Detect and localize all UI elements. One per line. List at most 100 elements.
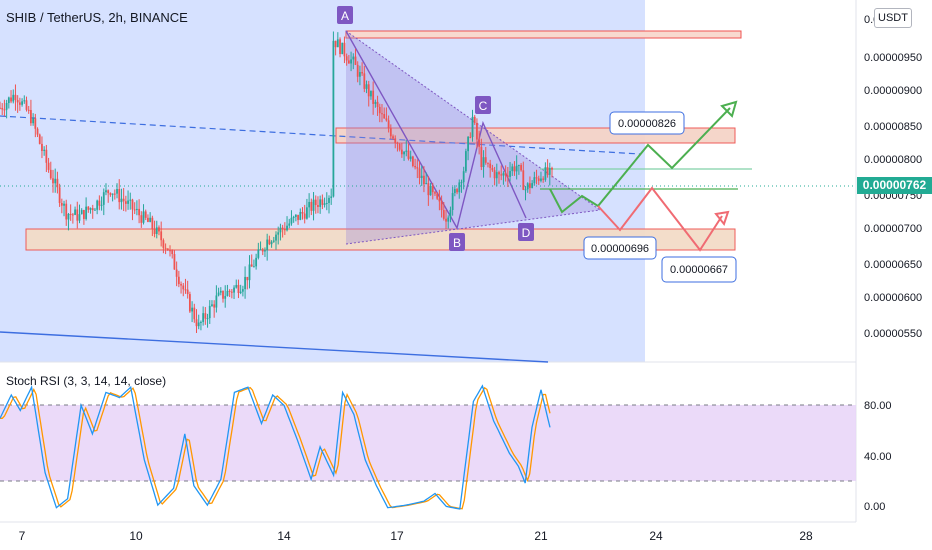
candle-body — [467, 136, 469, 152]
candle-body — [268, 239, 271, 245]
candle-body — [102, 192, 105, 205]
candle-body — [41, 143, 43, 151]
candle-body — [456, 189, 458, 193]
candle-body — [105, 190, 107, 193]
candle-body — [336, 39, 339, 48]
candle-body — [266, 239, 269, 251]
candle-body — [147, 217, 149, 222]
candle-body — [506, 175, 509, 177]
time-tick: 21 — [534, 529, 548, 543]
price-callout-667: 0.00000667 — [661, 256, 737, 283]
candle-body — [551, 167, 553, 170]
candle-body — [7, 97, 10, 104]
candle-body — [76, 209, 79, 221]
candle-body — [487, 162, 489, 164]
candle-body — [34, 118, 37, 129]
candle-body — [272, 240, 275, 242]
candle-body — [71, 214, 74, 216]
candle-body — [502, 173, 505, 176]
currency-unit-button[interactable]: USDT — [874, 8, 912, 28]
candle-body — [89, 208, 92, 210]
candle-body — [98, 200, 101, 206]
candle-body — [436, 193, 439, 199]
candle-body — [60, 202, 63, 206]
candle-body — [127, 200, 129, 204]
candle-body — [248, 264, 251, 281]
candle-body — [96, 200, 99, 210]
candle-body — [200, 321, 202, 323]
candle-body — [222, 290, 224, 299]
candle-body — [365, 84, 368, 89]
candle-body — [32, 118, 35, 124]
candle-body — [124, 201, 127, 204]
candle-body — [208, 305, 211, 319]
candle-body — [394, 138, 397, 143]
candle-body — [56, 178, 59, 188]
candle-body — [246, 276, 249, 281]
candle-body — [511, 166, 514, 172]
candle-body — [58, 187, 61, 203]
stoch-rsi-title: Stoch RSI (3, 3, 14, 14, close) — [6, 374, 167, 388]
candle-body — [299, 211, 302, 220]
time-tick: 10 — [129, 529, 143, 543]
candle-body — [135, 208, 138, 210]
candle-body — [162, 240, 165, 248]
candle-body — [177, 276, 180, 285]
candle-body — [500, 174, 503, 176]
candle-body — [385, 118, 388, 121]
candle-body — [398, 143, 401, 150]
candle-body — [12, 94, 15, 102]
chart-title: SHIB / TetherUS, 2h, BINANCE — [6, 10, 188, 25]
time-tick: 7 — [19, 529, 26, 543]
candle-body — [261, 249, 264, 252]
candle-body — [427, 183, 430, 196]
point-a-badge: A — [337, 6, 353, 24]
point-b-badge: B — [449, 233, 465, 251]
candle-body — [186, 289, 189, 295]
candle-body — [202, 313, 205, 322]
stoch-rsi-band — [0, 405, 856, 481]
candle-body — [52, 178, 54, 184]
candle-body — [116, 189, 118, 194]
time-tick: 14 — [277, 529, 291, 543]
candle-body — [476, 122, 478, 140]
candle-body — [447, 217, 450, 222]
candle-body — [423, 175, 425, 185]
candle-body — [244, 276, 246, 290]
candle-body — [460, 182, 463, 184]
candle-body — [18, 102, 21, 105]
candle-body — [21, 101, 23, 105]
price-callout-826: 0.00000826 — [609, 111, 685, 135]
candle-body — [370, 90, 372, 97]
candle-body — [339, 39, 341, 55]
candle-body — [80, 210, 83, 215]
candle-body — [376, 101, 379, 107]
candle-body — [429, 185, 432, 196]
candle-body — [491, 168, 494, 171]
candle-body — [250, 264, 253, 267]
candle-body — [38, 134, 41, 144]
candle-body — [279, 227, 282, 233]
candle-body — [288, 223, 291, 226]
candle-body — [542, 178, 545, 180]
candle-body — [175, 269, 178, 277]
support-zone — [25, 228, 736, 251]
candle-body — [78, 214, 81, 221]
price-tick: 0.00000950 — [864, 52, 922, 64]
candle-body — [332, 40, 335, 197]
candle-body — [515, 165, 518, 172]
point-d-badge: D — [518, 223, 534, 241]
candle-body — [462, 171, 465, 183]
price-tick: 0.00000800 — [864, 154, 922, 166]
candle-body — [1, 107, 4, 110]
candle-body — [325, 202, 328, 204]
candle-body — [526, 183, 529, 190]
resistance-zone-top — [345, 30, 742, 39]
candle-body — [317, 205, 319, 207]
candle-body — [184, 289, 187, 291]
candle-body — [478, 139, 481, 147]
candle-body — [193, 307, 196, 320]
point-d-label: D — [522, 226, 531, 240]
date-range-shade — [0, 0, 645, 362]
price-tick: 0.00000850 — [864, 121, 922, 133]
